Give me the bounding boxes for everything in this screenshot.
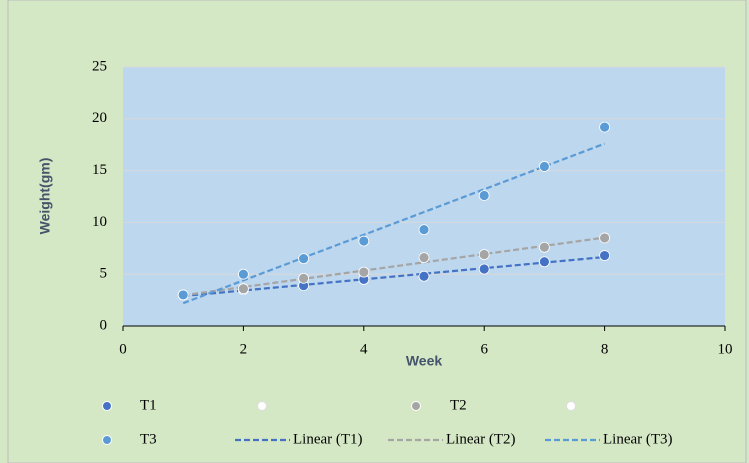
data-point bbox=[599, 121, 610, 133]
legend-blank-marker bbox=[566, 401, 576, 411]
legend-marker bbox=[102, 401, 112, 411]
data-point bbox=[418, 224, 430, 236]
chart-border bbox=[7, 0, 747, 463]
x-tick-label: 8 bbox=[601, 341, 609, 357]
data-point bbox=[599, 250, 610, 261]
x-tick-label: 2 bbox=[240, 341, 248, 357]
y-tick-label: 15 bbox=[92, 162, 107, 178]
y-axis-label: Weight(gm) bbox=[37, 158, 53, 235]
legend-marker bbox=[102, 435, 112, 445]
data-point bbox=[539, 161, 550, 172]
data-point bbox=[418, 270, 430, 282]
x-tick-label: 6 bbox=[480, 341, 488, 357]
data-point bbox=[237, 283, 249, 295]
legend-label: T3 bbox=[140, 431, 157, 447]
legend-blank-marker bbox=[257, 401, 267, 411]
legend-label: Linear (T3) bbox=[603, 431, 673, 447]
data-point bbox=[599, 232, 610, 244]
x-tick-label: 10 bbox=[718, 341, 733, 357]
data-point bbox=[478, 263, 490, 275]
data-point bbox=[358, 235, 370, 247]
data-point bbox=[478, 190, 490, 201]
y-tick-label: 0 bbox=[100, 317, 108, 333]
data-point bbox=[539, 241, 550, 253]
x-tick-label: 4 bbox=[360, 341, 368, 357]
y-tick-label: 25 bbox=[92, 58, 107, 74]
y-tick-label: 10 bbox=[92, 214, 107, 230]
data-point bbox=[177, 289, 189, 301]
legend-marker bbox=[411, 401, 421, 411]
data-point bbox=[298, 272, 310, 284]
plot-area bbox=[123, 67, 725, 326]
legend-label: Linear (T2) bbox=[446, 431, 516, 447]
legend-label: Linear (T1) bbox=[293, 431, 363, 447]
x-tick-label: 0 bbox=[119, 341, 127, 357]
trendline bbox=[183, 255, 605, 298]
data-point bbox=[358, 266, 370, 278]
trendline bbox=[183, 236, 605, 297]
data-point bbox=[539, 256, 550, 268]
trendline bbox=[182, 142, 605, 305]
legend-label: T1 bbox=[140, 397, 157, 413]
data-point bbox=[298, 253, 310, 265]
data-point bbox=[418, 252, 430, 264]
data-point bbox=[237, 268, 249, 280]
data-point bbox=[478, 249, 490, 260]
x-axis-label: Week bbox=[406, 353, 443, 369]
legend-label: T2 bbox=[450, 397, 467, 413]
y-tick-label: 20 bbox=[92, 110, 107, 126]
y-tick-label: 5 bbox=[100, 266, 108, 282]
